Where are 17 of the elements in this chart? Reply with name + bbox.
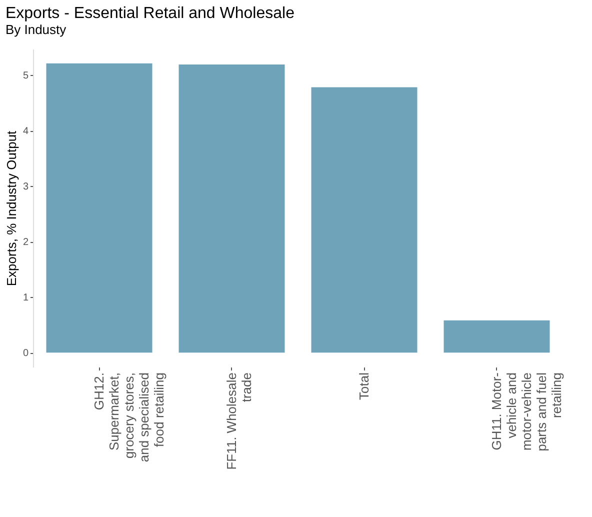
bar [444,320,550,353]
y-tick-label: 0 [22,348,29,360]
bar [178,64,285,353]
chart-title: Exports - Essential Retail and Wholesale [5,5,295,22]
y-tick-label: 4 [22,126,29,138]
x-tick-label: Total [356,372,372,400]
bar [311,87,418,353]
x-tick-label: GH11. Motor-vehicle and motor-vehicle parts and fuel retailing [488,372,564,452]
y-tick-label: 3 [22,182,29,193]
x-tick-label: GH12. Supermarket, grocery stores, and specialised food retailing [91,372,166,462]
x-tick-label: FF11. Wholesale trade [224,372,254,470]
y-tick-label: 5 [22,70,29,82]
y-axis-title: Exports, % Industry Output [4,130,19,286]
y-tick-label: 2 [22,237,29,248]
chart-subtitle: By Industy [5,22,67,37]
y-tick-label: 1 [22,292,29,304]
bar [46,63,152,353]
